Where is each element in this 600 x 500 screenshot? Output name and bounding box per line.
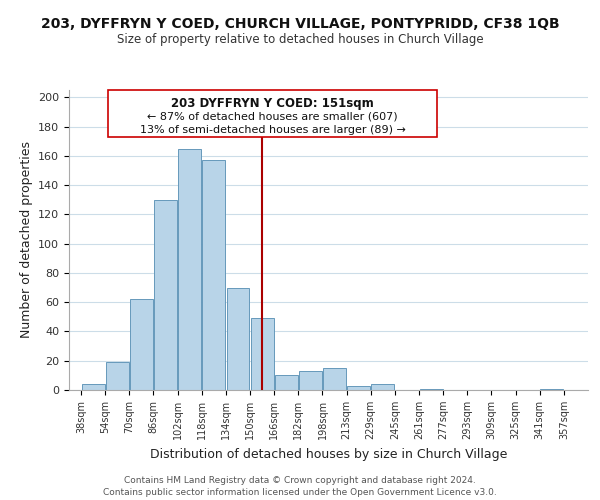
Text: Contains public sector information licensed under the Open Government Licence v3: Contains public sector information licen… — [103, 488, 497, 497]
Bar — [347, 386, 370, 390]
Text: 203, DYFFRYN Y COED, CHURCH VILLAGE, PONTYPRIDD, CF38 1QB: 203, DYFFRYN Y COED, CHURCH VILLAGE, PON… — [41, 18, 559, 32]
Bar — [323, 368, 346, 390]
Bar — [106, 362, 129, 390]
Text: Contains HM Land Registry data © Crown copyright and database right 2024.: Contains HM Land Registry data © Crown c… — [124, 476, 476, 485]
Bar — [275, 376, 298, 390]
Bar — [227, 288, 250, 390]
Bar — [154, 200, 177, 390]
Bar — [371, 384, 394, 390]
Bar — [541, 388, 563, 390]
Y-axis label: Number of detached properties: Number of detached properties — [20, 142, 32, 338]
Bar — [202, 160, 226, 390]
Bar — [178, 148, 201, 390]
FancyBboxPatch shape — [108, 90, 437, 137]
Text: ← 87% of detached houses are smaller (607): ← 87% of detached houses are smaller (60… — [148, 112, 398, 122]
Text: 203 DYFFRYN Y COED: 151sqm: 203 DYFFRYN Y COED: 151sqm — [172, 98, 374, 110]
Bar — [419, 388, 443, 390]
X-axis label: Distribution of detached houses by size in Church Village: Distribution of detached houses by size … — [150, 448, 507, 460]
Text: 13% of semi-detached houses are larger (89) →: 13% of semi-detached houses are larger (… — [140, 125, 406, 135]
Bar — [251, 318, 274, 390]
Bar — [130, 300, 153, 390]
Bar — [299, 371, 322, 390]
Bar — [82, 384, 104, 390]
Text: Size of property relative to detached houses in Church Village: Size of property relative to detached ho… — [116, 32, 484, 46]
